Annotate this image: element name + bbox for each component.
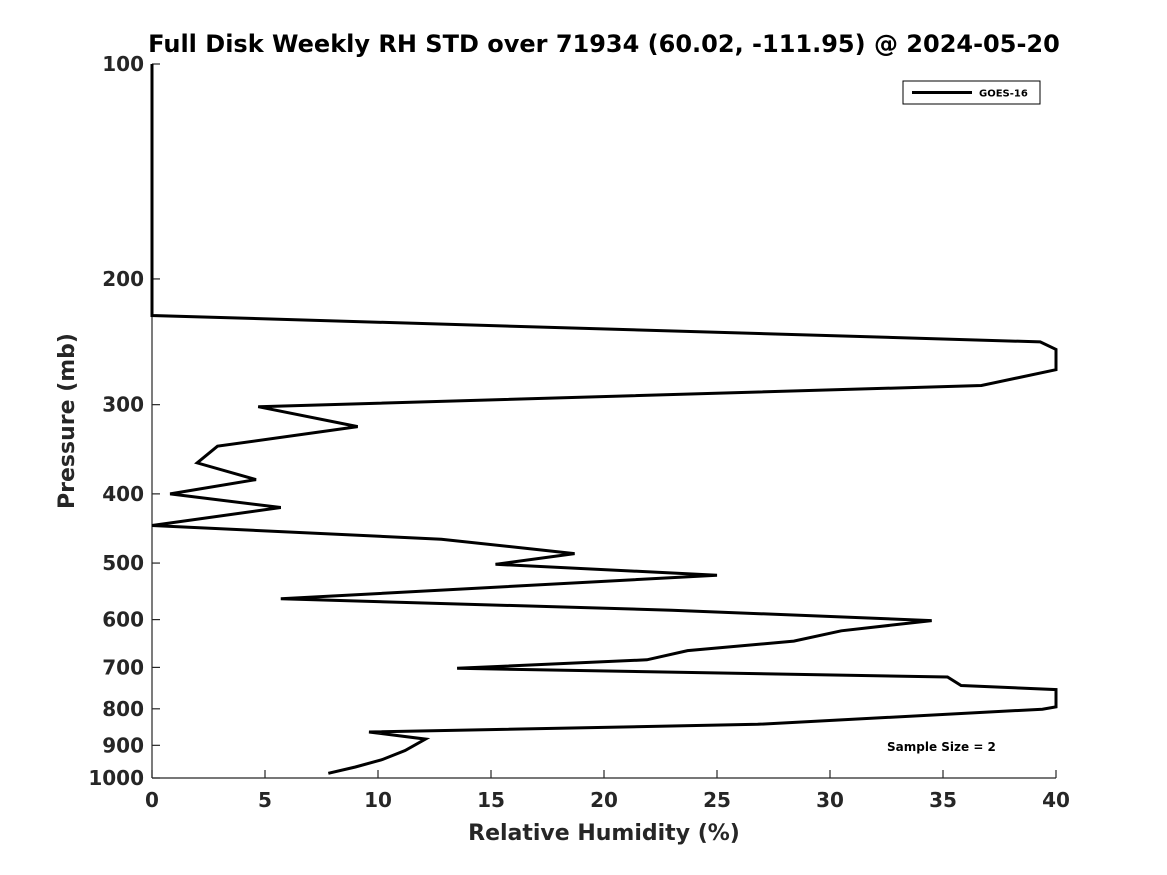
x-tick-label: 25 [703,788,731,812]
x-tick-label: 15 [477,788,505,812]
y-tick-label: 800 [102,697,144,721]
y-tick-label: 600 [102,608,144,632]
y-tick-label: 300 [102,393,144,417]
y-tick-label: 900 [102,733,144,757]
y-tick-label: 700 [102,655,144,679]
x-tick-label: 5 [258,788,272,812]
legend-entry-label: GOES-16 [979,89,1028,100]
y-axis-label: Pressure (mb) [55,333,80,509]
y-tick-label: 1000 [88,766,144,790]
plot-area [150,64,1058,775]
x-tick-label: 35 [929,788,957,812]
y-tick-label: 100 [102,52,144,76]
chart-title: Full Disk Weekly RH STD over 71934 (60.0… [148,30,1060,58]
x-tick-label: 20 [590,788,618,812]
x-tick-label: 10 [364,788,392,812]
series-line-goes-16 [150,64,1058,775]
axes: 0 5 10 15 20 25 30 35 40 100 200 300 400 500 600 700 800… [88,52,1070,812]
y-tick-label: 500 [102,551,144,575]
sample-size-annotation: Sample Size = 2 [887,740,996,754]
x-tick-label: 30 [816,788,844,812]
x-tick-label: 0 [145,788,159,812]
y-tick-label: 200 [102,267,144,291]
x-axis-label: Relative Humidity (%) [468,821,740,846]
y-tick-label: 400 [102,482,144,506]
legend: GOES-16 [902,80,1041,105]
x-tick-label: 40 [1042,788,1070,812]
